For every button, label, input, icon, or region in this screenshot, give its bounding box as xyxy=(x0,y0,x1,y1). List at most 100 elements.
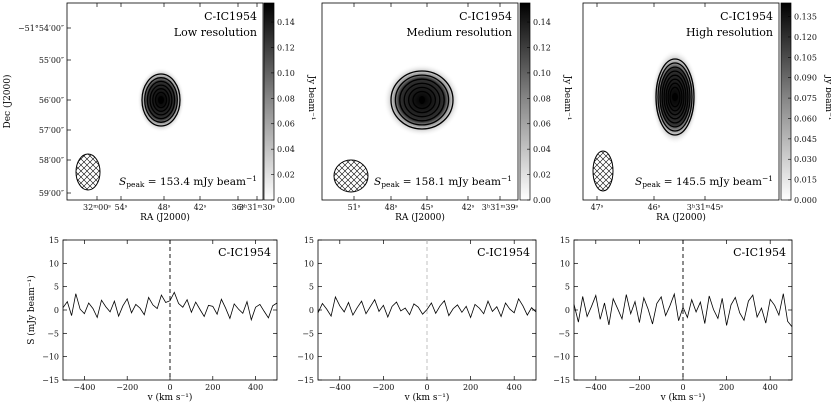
beam-ellipse xyxy=(75,153,101,191)
contour-ring xyxy=(669,86,681,108)
spectrum-source-name: C-IC1954 xyxy=(477,246,530,259)
contour-ring xyxy=(663,74,687,120)
y-tick-label: 5 xyxy=(309,283,314,292)
colorbar-tick-label: 0.02 xyxy=(277,171,295,180)
y-tick-label: 10 xyxy=(49,259,59,268)
spectrum-panel: 15 10 5 0 −5 −10 −15 −400 −200 0 200 400 C-IC1954 v (… xyxy=(26,236,278,403)
y-tick-label: 15 xyxy=(49,236,59,245)
y-tick-label: −10 xyxy=(297,353,314,362)
peak-flux-label: Speak = 145.5 mJy beam−1 xyxy=(635,174,773,189)
x-axis-label: RA (J2000) xyxy=(656,212,706,223)
colorbar-tick-label: 0.030 xyxy=(794,155,817,164)
y-tick-label: 10 xyxy=(560,259,570,268)
x-tick-label: 54ˢ xyxy=(115,203,128,212)
y-axis-label: Dec (J2000) xyxy=(2,75,13,129)
x-tick-label: 400 xyxy=(763,383,778,392)
x-tick-label: 0 xyxy=(167,383,172,392)
spectra-layer: 15 10 5 0 −5 −10 −15 −400 −200 0 200 400 C-IC1954 v (… xyxy=(26,236,793,403)
contour-ring xyxy=(657,62,693,132)
colorbar-tick-label: 0.08 xyxy=(277,94,295,103)
x-tick-label: 51ˢ xyxy=(348,203,361,212)
contour-ring xyxy=(149,84,173,116)
contour-ring xyxy=(659,66,691,128)
contour-ring xyxy=(403,82,441,118)
colorbar-tick-label: 0.08 xyxy=(533,94,551,103)
x-tick-label: −200 xyxy=(628,383,650,392)
y-tick-label: 15 xyxy=(560,236,570,245)
colorbar-tick-label: 0.060 xyxy=(794,114,817,123)
x-tick-label: 0 xyxy=(680,383,685,392)
contour-ring xyxy=(394,74,450,126)
emission-peak xyxy=(419,96,425,104)
x-tick-label: 48ˢ xyxy=(385,203,398,212)
contour-ring xyxy=(412,90,432,110)
x-axis-label: v (km s⁻¹) xyxy=(147,392,193,403)
map-panel: C-IC1954 Low resolution Speak = 153.4 mJy … xyxy=(2,2,316,223)
colorbar-tick-label: 0.14 xyxy=(277,18,295,27)
colorbar-tick-label: 0.12 xyxy=(277,43,295,52)
map-resolution-label: Low resolution xyxy=(174,26,257,39)
y-tick-label: 57′00″ xyxy=(39,126,64,135)
colorbar-tick-label: 0.045 xyxy=(794,135,817,144)
x-tick-label: −400 xyxy=(329,383,351,392)
y-tick-label: 0 xyxy=(565,306,570,315)
colorbar-tick-label: 0.075 xyxy=(794,94,817,103)
y-tick-label: 10 xyxy=(304,259,314,268)
colorbar-tick-label: 0.015 xyxy=(794,176,817,185)
colorbar-tick-label: 0.105 xyxy=(794,53,817,62)
contour-ring xyxy=(144,77,178,123)
colorbar-tick-label: 0.00 xyxy=(533,196,551,205)
y-tick-label: 58′00″ xyxy=(39,156,64,165)
colorbar-tick-label: 0.02 xyxy=(533,171,551,180)
y-tick-label: 55′00″ xyxy=(39,56,64,65)
y-tick-label: −15 xyxy=(42,376,59,385)
x-tick-label: 3ʰ31ᵐ30ˢ xyxy=(239,203,276,212)
y-tick-label: −5 xyxy=(558,329,570,338)
colorbar-tick-label: 0.06 xyxy=(277,120,295,129)
y-tick-label: −10 xyxy=(42,353,59,362)
y-tick-label: −5 xyxy=(47,329,59,338)
contour-ring xyxy=(152,88,170,112)
colorbar-tick-label: 0.10 xyxy=(277,69,295,78)
x-tick-label: 0 xyxy=(424,383,429,392)
maps-layer: C-IC1954 Low resolution Speak = 153.4 mJy … xyxy=(2,2,831,223)
colorbar xyxy=(519,2,531,201)
x-tick-label: 47ˢ xyxy=(591,203,604,212)
contour-ring xyxy=(661,70,689,124)
x-tick-label: −200 xyxy=(116,383,138,392)
beam-ellipse xyxy=(592,150,614,192)
contour-ring xyxy=(407,86,437,114)
peak-flux-label: Speak = 153.4 mJy beam−1 xyxy=(119,174,257,189)
x-axis-label: v (km s⁻¹) xyxy=(660,392,706,403)
beam-ellipse xyxy=(333,159,369,193)
spectrum-line xyxy=(317,295,537,319)
y-tick-label: −5 xyxy=(302,329,314,338)
y-tick-label: −51°54′00″ xyxy=(18,24,64,33)
colorbar-tick-label: 0.00 xyxy=(277,196,295,205)
x-tick-label: 42ˢ xyxy=(194,203,207,212)
y-tick-label: 0 xyxy=(309,306,314,315)
y-tick-label: 5 xyxy=(565,283,570,292)
colorbar xyxy=(780,2,792,201)
emission-peak xyxy=(672,93,678,101)
map-source-name: C-IC1954 xyxy=(459,10,512,23)
y-tick-label: −10 xyxy=(553,353,570,362)
map-resolution-label: Medium resolution xyxy=(406,26,512,39)
contour-ring xyxy=(146,80,176,120)
colorbar-tick-label: 0.14 xyxy=(533,18,551,27)
contour-ring xyxy=(390,70,454,130)
y-axis-label: S (mJy beam⁻¹) xyxy=(26,275,37,344)
contour-ring xyxy=(141,73,181,127)
x-tick-label: 48ˢ xyxy=(158,203,171,212)
emission-peak xyxy=(158,96,164,104)
colorbar-tick-label: 0.000 xyxy=(794,196,817,205)
colorbar-tick-label: 0.120 xyxy=(794,33,817,42)
x-tick-label: 3ʰ31ᵐ39ˢ xyxy=(482,203,519,212)
map-panel: C-IC1954 High resolution Speak = 145.5 mJy… xyxy=(582,2,831,223)
x-tick-label: 32ᵐ00ˢ xyxy=(83,203,111,212)
y-tick-label: −15 xyxy=(297,376,314,385)
x-tick-label: 45ˢ xyxy=(421,203,434,212)
spectrum-panel: 15 10 5 0 −5 −10 −15 −400 −200 0 200 400 C-IC1954 v (… xyxy=(297,236,537,403)
colorbar xyxy=(263,2,275,201)
